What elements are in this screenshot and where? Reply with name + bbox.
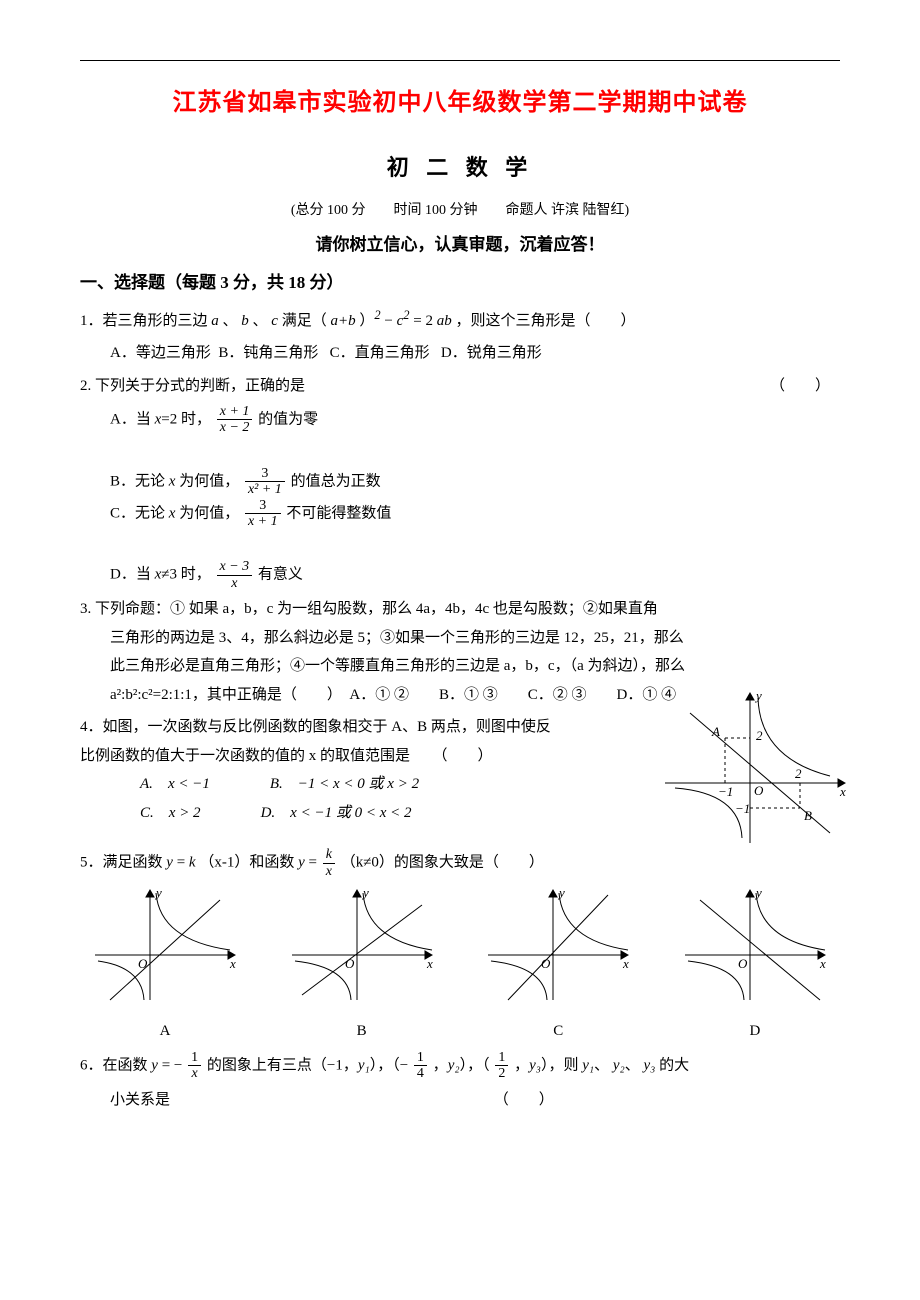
q1-options: A．等边三角形 B．钝角三角形 C．直角三角形 D．锐角三角形	[80, 339, 840, 368]
q5-label-a: A	[90, 1017, 240, 1046]
svg-text:O: O	[138, 956, 148, 971]
q5-frac: kx	[323, 847, 335, 879]
svg-text:2: 2	[756, 728, 763, 743]
q6-frac2: 14	[414, 1050, 427, 1082]
svg-text:B: B	[804, 808, 812, 823]
q1-var-b: b	[241, 313, 249, 329]
q6-frac3: 12	[495, 1050, 508, 1082]
svg-text:y: y	[557, 885, 565, 900]
q5-label-c: C	[483, 1017, 633, 1046]
q1-var-c: c	[271, 313, 278, 329]
section-1-heading: 一、选择题（每题 3 分，共 18 分）	[80, 267, 840, 299]
q1-opt-c: C．直角三角形	[330, 345, 430, 361]
q1-opt-b: B．钝角三角形	[218, 345, 318, 361]
q2-frac-b: 3x² + 1	[245, 466, 285, 498]
q2-row1: A．当 x=2 时， x + 1x − 2 的值为零 B．无论 x 为何值， 3…	[80, 404, 840, 498]
q6-line2: 小关系是 （ ）	[80, 1086, 840, 1115]
q2-frac-c: 3x + 1	[245, 498, 281, 530]
page-title: 江苏省如皋市实验初中八年级数学第二学期期中试卷	[80, 81, 840, 127]
q5-graph-a: x y O A	[90, 885, 240, 1046]
svg-text:x: x	[229, 956, 236, 971]
q2-frac-a: x + 1x − 2	[217, 404, 253, 436]
q2-frac-d: x − 3x	[217, 559, 253, 591]
question-6: 6．在函数 y = − 1x 的图象上有三点（−1，y₁），（− 14 ，y₂）…	[80, 1050, 840, 1082]
svg-text:x: x	[819, 956, 826, 971]
slogan: 请你树立信心，认真审题，沉着应答！	[80, 229, 840, 261]
svg-text:y: y	[154, 885, 162, 900]
q4-opt-c: x > 2	[169, 805, 201, 821]
q2-row2: C．无论 x 为何值， 3x + 1 不可能得整数值 D．当 x≠3 时， x …	[80, 498, 840, 592]
svg-text:y: y	[754, 885, 762, 900]
svg-text:−1: −1	[735, 801, 750, 816]
q1-var-a: a	[211, 313, 219, 329]
q5-graph-c: x y O C	[483, 885, 633, 1046]
q6-frac1: 1x	[188, 1050, 201, 1082]
q5-graphs: x y O A x y O B	[80, 885, 840, 1046]
svg-text:−1: −1	[718, 784, 733, 799]
svg-text:O: O	[738, 956, 748, 971]
svg-text:A: A	[711, 724, 720, 739]
q1-text: 1．若三角形的三边	[80, 313, 211, 329]
q6-paren: （ ）	[494, 1092, 554, 1108]
q3-l3: 此三角形必是直角三角形；④一个等腰直角三角形的三边是 a，b，c，（a 为斜边）…	[80, 652, 840, 681]
q4-opt-d: x < −1 或 0 < x < 2	[290, 805, 411, 821]
q5-graph-b: x y O B	[287, 885, 437, 1046]
top-rule	[80, 60, 840, 61]
q5-label-b: B	[287, 1017, 437, 1046]
question-4: 4．如图，一次函数与反比例函数的图象相交于 A、B 两点，则图中使反 比例函数的…	[80, 713, 840, 827]
svg-text:x: x	[622, 956, 629, 971]
svg-text:x: x	[426, 956, 433, 971]
svg-text:O: O	[345, 956, 355, 971]
question-1: 1．若三角形的三边 a 、 b 、 c 满足（ a+b ）2 − c2 = 2 …	[80, 304, 840, 336]
q4-opt-a: x < −1	[168, 776, 210, 792]
q4-graph: x y O A B −1 2 2 −1	[660, 688, 850, 859]
q5-graph-d: x y O D	[680, 885, 830, 1046]
q5-label-d: D	[680, 1017, 830, 1046]
q3-l1: 3. 下列命题：① 如果 a，b，c 为一组勾股数，那么 4a，4b，4c 也是…	[80, 595, 840, 624]
q2-stem: 2. 下列关于分式的判断，正确的是	[80, 378, 305, 394]
page-subtitle: 初 二 数 学	[80, 147, 840, 189]
q1-opt-d: D．锐角三角形	[441, 345, 542, 361]
svg-text:y: y	[361, 885, 369, 900]
q3-l2: 三角形的两边是 3、4，那么斜边必是 5；③如果一个三角形的三边是 12，25，…	[80, 624, 840, 653]
question-2: 2. 下列关于分式的判断，正确的是 （ ）	[80, 372, 840, 401]
q1-opt-a: A．等边三角形	[110, 345, 211, 361]
q2-paren: （ ）	[770, 372, 830, 401]
svg-text:x: x	[839, 784, 846, 799]
meta-line: (总分 100 分 时间 100 分钟 命题人 许滨 陆智红)	[80, 198, 840, 225]
svg-text:y: y	[754, 688, 762, 703]
svg-text:O: O	[754, 783, 764, 798]
q4-opt-b: −1 < x < 0 或 x > 2	[298, 776, 419, 792]
svg-text:2: 2	[795, 766, 802, 781]
svg-text:O: O	[541, 956, 551, 971]
